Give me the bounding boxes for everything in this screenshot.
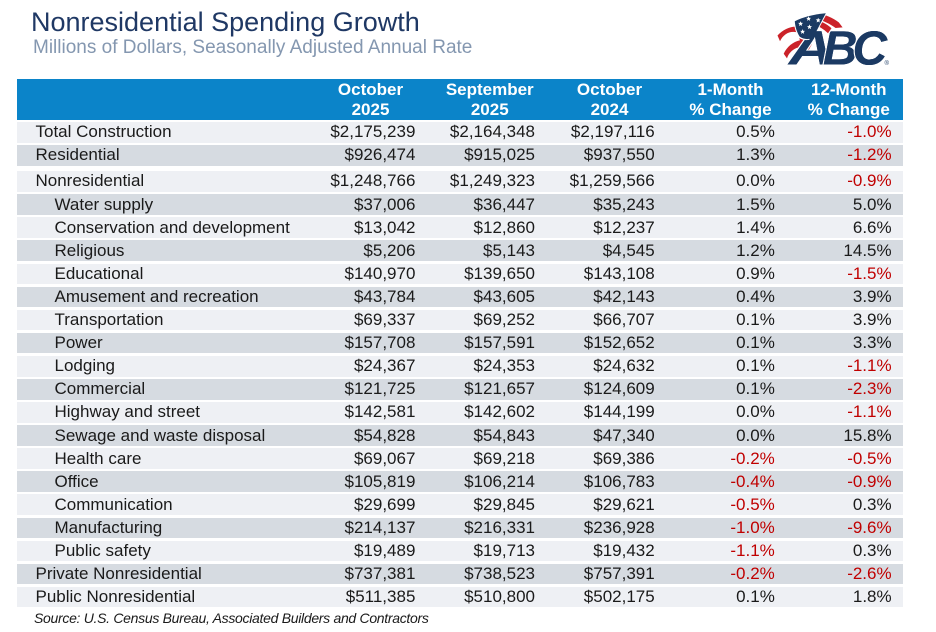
svg-text:C: C bbox=[853, 23, 889, 69]
svg-text:®: ® bbox=[885, 60, 890, 67]
svg-text:B: B bbox=[823, 23, 858, 69]
svg-text:C: C bbox=[853, 23, 889, 69]
